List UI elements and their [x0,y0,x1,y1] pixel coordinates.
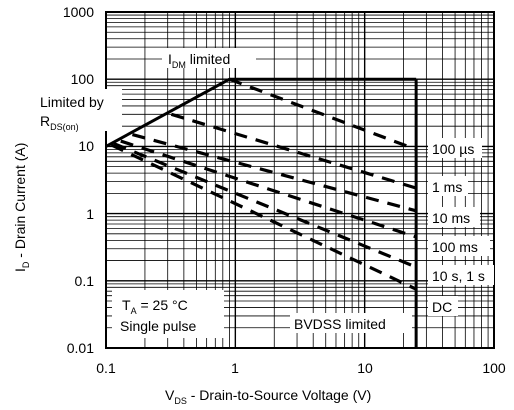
y-tick-label: 1000 [63,4,94,20]
y-tick-label: 100 [71,71,95,87]
label-box-1ms [428,176,468,196]
series-line [120,139,417,239]
label-box-10s1s [428,265,494,285]
y-tick-label: 0.01 [67,340,94,356]
x-tick-label: 1 [231,360,239,376]
x-axis-title: VDS - Drain-to-Source Voltage (V) [165,387,371,406]
series-label-10ms: 10 ms [432,210,470,226]
pulse-label: Single pulse [120,318,196,334]
x-tick-label: 0.1 [96,360,116,376]
rdson-label-box [36,89,122,131]
y-tick-label: 1 [86,206,94,222]
temperature-label: TA = 25 °C [122,297,188,316]
series-line [228,77,417,151]
rdson-limit-line [105,77,231,148]
series-label-100us: 100 µs [432,141,474,157]
series-line [131,133,417,213]
series-label-100ms: 100 ms [432,239,478,255]
x-tick-label: 100 [482,360,506,376]
bvdss-label: BVDSS limited [294,316,386,332]
label-box-10ms [428,207,480,227]
soa-boundary [105,77,418,348]
series-label-10s1s: 10 s, 1 s [432,268,485,284]
annotation-labels: IDM limited Limited by RDS(on) 100 µs 1 … [12,4,506,406]
series-lines [110,77,417,291]
rdson-label-line2: RDS(on) [40,113,79,132]
series-label-dc: DC [432,299,452,315]
label-box-dc [428,296,458,316]
idm-label-box [162,48,256,68]
y-tick-label: 10 [78,138,94,154]
plot-frame [105,11,495,349]
label-box-100ms [428,236,490,256]
label-box-100us [428,138,482,158]
conditions-box [112,290,224,338]
rdson-label-line1: Limited by [40,94,104,110]
series-line [110,143,417,291]
y-tick-label: 0.1 [75,273,95,289]
series-label-1ms: 1 ms [432,179,462,195]
idm-label: IDM limited [168,51,230,70]
x-tick-label: 10 [357,360,373,376]
y-axis-title: ID - Drain Current (A) [12,143,31,272]
series-line [113,142,417,269]
bvdss-label-box [290,313,412,333]
